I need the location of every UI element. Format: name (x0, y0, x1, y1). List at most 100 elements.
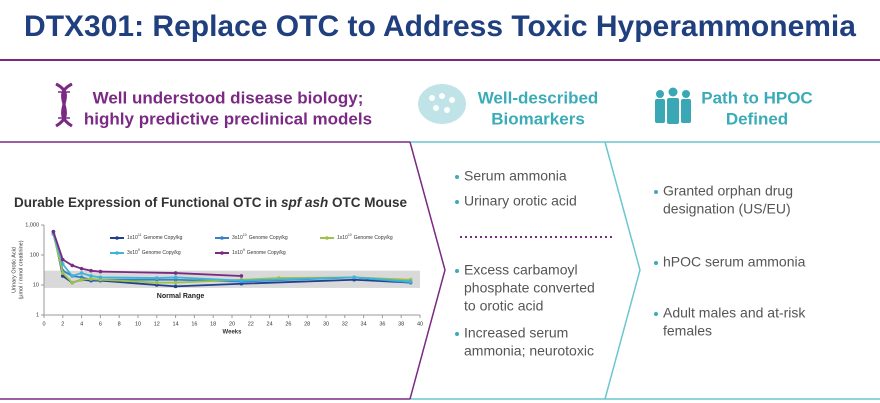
legend-marker (115, 251, 119, 255)
x-tick-label: 0 (42, 321, 45, 327)
legend-base: 1x10 (127, 235, 138, 241)
x-tick-label: 40 (417, 321, 423, 327)
x-tick-label: 34 (361, 321, 367, 327)
normal-range-label: Normal Range (157, 293, 205, 300)
x-tick-label: 8 (118, 321, 121, 327)
series-line (52, 233, 411, 284)
data-point (155, 280, 159, 285)
x-tick-label: 30 (323, 321, 329, 327)
legend-exp: 10 (243, 233, 247, 237)
legend-entry: 1x1010Genome Copy/kg (337, 233, 393, 241)
x-tick-label: 22 (248, 321, 254, 327)
bullet-dot (654, 261, 658, 265)
biomarker-icon (418, 84, 466, 124)
legend-entry: 3x109Genome Copy/kg (127, 248, 181, 256)
bullet-dot (654, 312, 658, 316)
bullet-text: Adult males and at-risk (663, 305, 806, 321)
bullet-dot (455, 269, 459, 273)
legend-marker (325, 236, 329, 240)
x-tick-label: 28 (304, 321, 310, 327)
data-point (239, 274, 244, 278)
y-tick-label: 1,000 (25, 222, 39, 228)
x-tick-label: 4 (80, 321, 83, 327)
data-point (98, 275, 103, 280)
column-heading: Well understood disease biology; (93, 88, 364, 107)
x-tick-label: 12 (154, 321, 160, 327)
legend-exp: 9 (243, 248, 245, 252)
x-tick-label: 26 (285, 321, 291, 327)
data-point (408, 279, 413, 284)
y-axis-label: Urinary Orotic Acid (11, 247, 17, 293)
data-point (79, 266, 84, 271)
bullet-text: hPOC serum ammonia (663, 254, 806, 270)
bullet-text: Urinary orotic acid (464, 193, 577, 209)
data-point (70, 274, 74, 278)
data-point (61, 271, 65, 275)
bullet-text: to orotic acid (464, 298, 543, 314)
bullet-dot (654, 190, 658, 194)
legend-entry: 3x1010Genome Copy/kg (232, 233, 288, 241)
dna-icon (55, 82, 73, 128)
x-tick-label: 2 (61, 321, 64, 327)
column-heading: Well-described (478, 88, 599, 107)
bullet-dot (455, 332, 459, 336)
legend-marker (115, 236, 119, 240)
data-point (70, 263, 74, 268)
bullet-dot (455, 175, 459, 179)
column-heading: highly predictive preclinical models (84, 109, 372, 128)
legend-entry: 1x1011Genome Copy/kg (127, 233, 183, 241)
data-point (89, 277, 93, 281)
legend-exp: 11 (138, 233, 142, 237)
bullet-text: Excess carbamoyl (464, 262, 578, 278)
x-tick-label: 18 (210, 321, 216, 327)
x-tick-label: 24 (267, 321, 273, 327)
bullet-text: phosphate converted (464, 280, 595, 296)
y-tick-label: 10 (33, 282, 39, 288)
bullet-text: designation (US/EU) (663, 201, 791, 217)
data-point (79, 277, 84, 282)
data-point (98, 269, 103, 274)
data-point (79, 271, 84, 275)
legend-exp: 9 (138, 248, 140, 252)
legend-entry: 1x109Genome Copy/kg (232, 248, 286, 256)
x-tick-label: 10 (135, 321, 141, 327)
column-heading: Defined (726, 109, 788, 128)
slide-title: DTX301: Replace OTC to Address Toxic Hyp… (24, 10, 856, 43)
bullet-dot (455, 200, 459, 204)
column-heading: Biomarkers (491, 109, 585, 128)
x-tick-label: 32 (342, 321, 348, 327)
legend-rest: Genome Copy/kg (142, 250, 181, 256)
bullet-text: Serum ammonia (464, 168, 567, 184)
legend-rest: Genome Copy/kg (249, 235, 288, 241)
legend-base: 1x10 (232, 250, 243, 256)
chart-title-part: spf ash (281, 195, 328, 210)
x-tick-label: 14 (173, 321, 179, 327)
bullet-text: females (663, 323, 712, 339)
chart-title-part: Durable Expression of Functional OTC in (14, 195, 281, 210)
data-point (173, 271, 178, 275)
data-point (173, 284, 178, 289)
x-tick-label: 20 (229, 321, 235, 327)
y-tick-label: 1 (36, 312, 39, 318)
data-point (352, 275, 357, 280)
y-tick-label: 100 (30, 252, 39, 258)
legend-base: 3x10 (232, 235, 243, 241)
legend-marker (220, 236, 224, 240)
data-point (61, 262, 65, 266)
x-tick-label: 38 (398, 321, 404, 327)
chart-title-part: OTC Mouse (328, 195, 407, 210)
x-tick-label: 6 (99, 321, 102, 327)
x-tick-label: 36 (379, 321, 385, 327)
data-point (173, 275, 178, 280)
column-heading: Path to HPOC (701, 88, 812, 107)
x-axis-label: Weeks (223, 330, 243, 336)
data-point (155, 276, 159, 280)
data-point (239, 278, 244, 283)
legend-base: 3x10 (127, 250, 138, 256)
chart-title: Durable Expression of Functional OTC in … (14, 195, 408, 210)
data-point (70, 280, 74, 285)
bullet-text: Granted orphan drug (663, 183, 793, 199)
x-tick-label: 16 (191, 321, 197, 327)
series-line (52, 231, 242, 277)
